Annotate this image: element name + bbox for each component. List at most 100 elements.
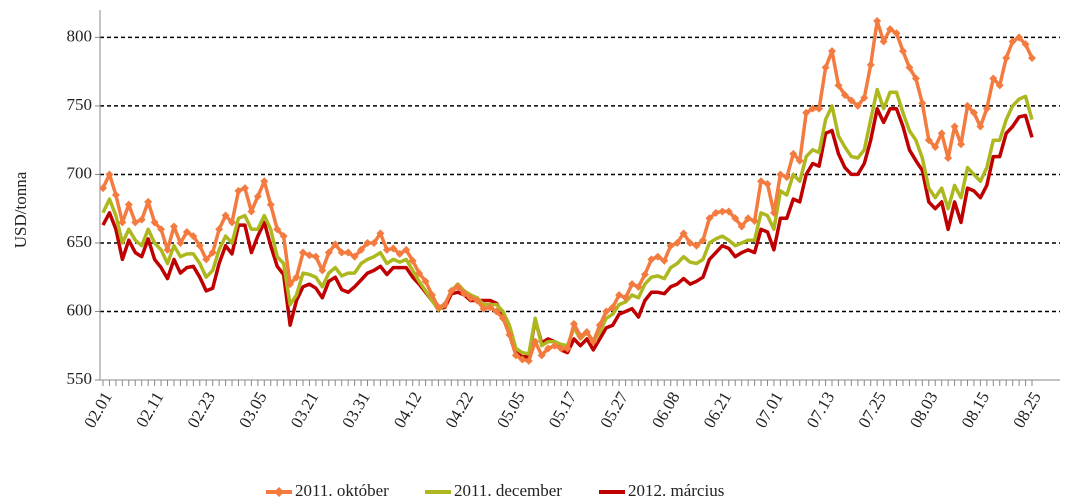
point-marker bbox=[428, 291, 437, 300]
point-marker bbox=[911, 74, 920, 83]
point-marker bbox=[615, 291, 624, 300]
y-axis-label: USD/tonna bbox=[11, 171, 30, 248]
point-marker bbox=[260, 177, 269, 186]
legend-label: 2011. október bbox=[295, 481, 389, 500]
point-marker bbox=[647, 255, 656, 264]
point-marker bbox=[698, 236, 707, 245]
point-marker bbox=[376, 229, 385, 238]
point-marker bbox=[866, 60, 875, 69]
point-marker bbox=[247, 207, 256, 216]
point-marker bbox=[860, 93, 869, 102]
point-marker bbox=[795, 156, 804, 165]
x-tick-label: 05.05 bbox=[493, 388, 529, 431]
point-marker bbox=[408, 256, 417, 265]
point-marker bbox=[208, 248, 217, 257]
point-marker bbox=[357, 245, 366, 254]
point-marker bbox=[802, 108, 811, 117]
point-marker bbox=[292, 273, 301, 282]
point-marker bbox=[466, 293, 475, 302]
point-marker bbox=[492, 307, 501, 316]
point-marker bbox=[718, 207, 727, 216]
point-marker bbox=[318, 266, 327, 275]
point-marker bbox=[937, 129, 946, 138]
point-marker bbox=[705, 214, 714, 223]
point-marker bbox=[711, 208, 720, 217]
point-marker bbox=[311, 252, 320, 261]
point-marker bbox=[621, 293, 630, 302]
point-marker bbox=[686, 238, 695, 247]
point-marker bbox=[628, 280, 637, 289]
point-marker bbox=[350, 252, 359, 261]
y-tick-label: 750 bbox=[67, 95, 93, 114]
x-tick-label: 02.23 bbox=[183, 388, 219, 431]
point-marker bbox=[673, 238, 682, 247]
point-marker bbox=[344, 248, 353, 257]
point-marker bbox=[815, 104, 824, 113]
point-marker bbox=[969, 108, 978, 117]
point-marker bbox=[415, 269, 424, 278]
point-marker bbox=[537, 351, 546, 360]
point-marker bbox=[273, 225, 282, 234]
point-marker bbox=[898, 47, 907, 56]
point-marker bbox=[324, 248, 333, 257]
point-marker bbox=[744, 214, 753, 223]
point-marker bbox=[202, 255, 211, 264]
x-tick-label: 08.25 bbox=[1009, 388, 1045, 431]
x-tick-label: 04.22 bbox=[442, 388, 478, 431]
point-marker bbox=[240, 184, 249, 193]
point-marker bbox=[608, 303, 617, 312]
point-marker bbox=[886, 25, 895, 34]
point-marker bbox=[137, 215, 146, 224]
point-marker bbox=[569, 319, 578, 328]
point-marker bbox=[118, 218, 127, 227]
point-marker bbox=[131, 218, 140, 227]
point-marker bbox=[1015, 33, 1024, 42]
point-marker bbox=[782, 173, 791, 182]
point-marker bbox=[169, 222, 178, 231]
point-marker bbox=[957, 140, 966, 149]
point-marker bbox=[176, 238, 185, 247]
point-marker bbox=[395, 249, 404, 258]
point-marker bbox=[769, 208, 778, 217]
point-marker bbox=[602, 307, 611, 316]
y-tick-label: 600 bbox=[67, 300, 93, 319]
point-marker bbox=[460, 289, 469, 298]
legend-marker bbox=[274, 487, 284, 497]
point-marker bbox=[918, 99, 927, 108]
point-marker bbox=[228, 218, 237, 227]
point-marker bbox=[692, 241, 701, 250]
point-marker bbox=[995, 81, 1004, 90]
point-marker bbox=[1021, 40, 1030, 49]
point-marker bbox=[931, 143, 940, 152]
point-marker bbox=[634, 282, 643, 291]
point-marker bbox=[479, 304, 488, 313]
point-marker bbox=[382, 245, 391, 254]
point-marker bbox=[576, 332, 585, 341]
point-marker bbox=[363, 238, 372, 247]
point-marker bbox=[402, 245, 411, 254]
point-marker bbox=[163, 245, 172, 254]
x-tick-label: 05.27 bbox=[596, 388, 632, 431]
point-marker bbox=[189, 232, 198, 241]
point-marker bbox=[279, 232, 288, 241]
point-marker bbox=[557, 344, 566, 353]
point-marker bbox=[234, 186, 243, 195]
point-marker bbox=[731, 214, 740, 223]
point-marker bbox=[905, 63, 914, 72]
point-marker bbox=[111, 191, 120, 199]
point-marker bbox=[286, 280, 295, 289]
point-marker bbox=[337, 248, 346, 257]
x-tick-label: 07.13 bbox=[803, 388, 839, 431]
x-tick-label: 07.01 bbox=[751, 388, 787, 431]
point-marker bbox=[892, 29, 901, 38]
series-line bbox=[101, 106, 1034, 359]
y-tick-label: 800 bbox=[67, 26, 93, 45]
point-marker bbox=[305, 251, 314, 260]
point-marker bbox=[589, 337, 598, 346]
point-marker bbox=[563, 344, 572, 353]
x-tick-label: 05.17 bbox=[545, 388, 581, 431]
point-marker bbox=[879, 37, 888, 46]
point-marker bbox=[834, 81, 843, 90]
point-marker bbox=[550, 341, 559, 350]
